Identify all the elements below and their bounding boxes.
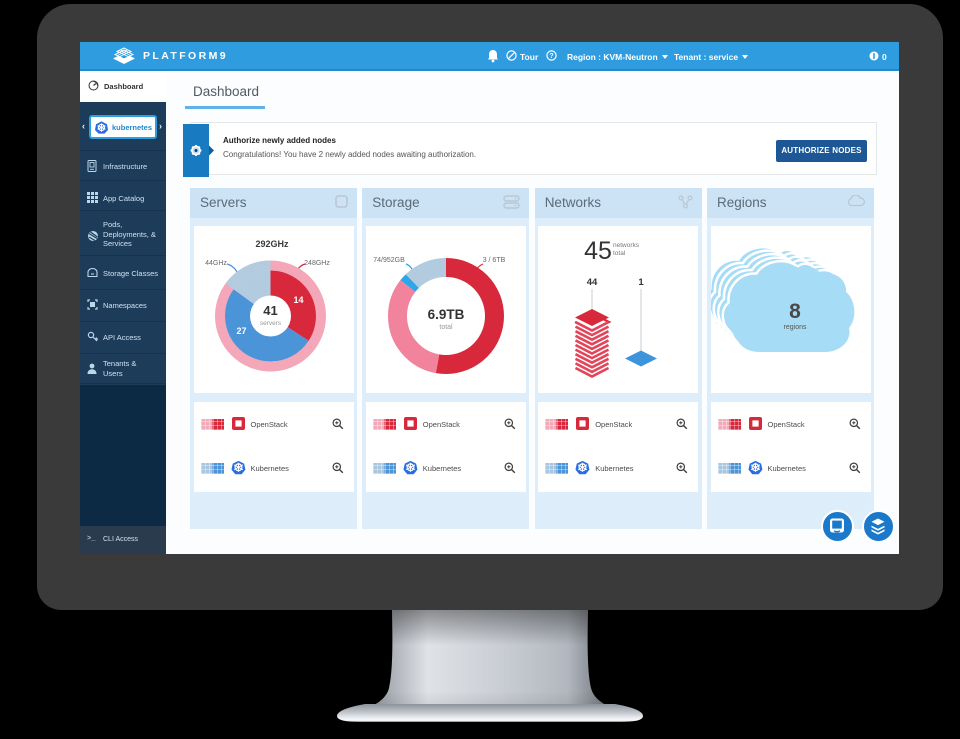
svg-text:1: 1: [639, 277, 645, 288]
svg-text:44: 44: [587, 277, 598, 288]
svg-text:45: 45: [584, 237, 612, 265]
svg-text:41: 41: [263, 303, 277, 318]
svg-text:total: total: [439, 324, 453, 331]
svg-text:networks: networks: [613, 242, 640, 249]
svg-text:6.9TB: 6.9TB: [427, 307, 464, 322]
svg-text:servers: servers: [259, 320, 281, 327]
svg-text:292GHz: 292GHz: [255, 239, 289, 249]
svg-text:44GHz: 44GHz: [205, 260, 227, 267]
svg-text:14: 14: [293, 295, 303, 305]
svg-text:27: 27: [236, 326, 246, 336]
svg-text:total: total: [613, 250, 626, 257]
svg-text:?: ?: [549, 53, 553, 60]
svg-text:3 / 6TB: 3 / 6TB: [483, 257, 506, 264]
svg-text:248GHz: 248GHz: [304, 260, 330, 267]
svg-text:regions: regions: [783, 324, 806, 331]
svg-text:8: 8: [789, 300, 801, 323]
svg-text:74/952GB: 74/952GB: [373, 257, 405, 264]
